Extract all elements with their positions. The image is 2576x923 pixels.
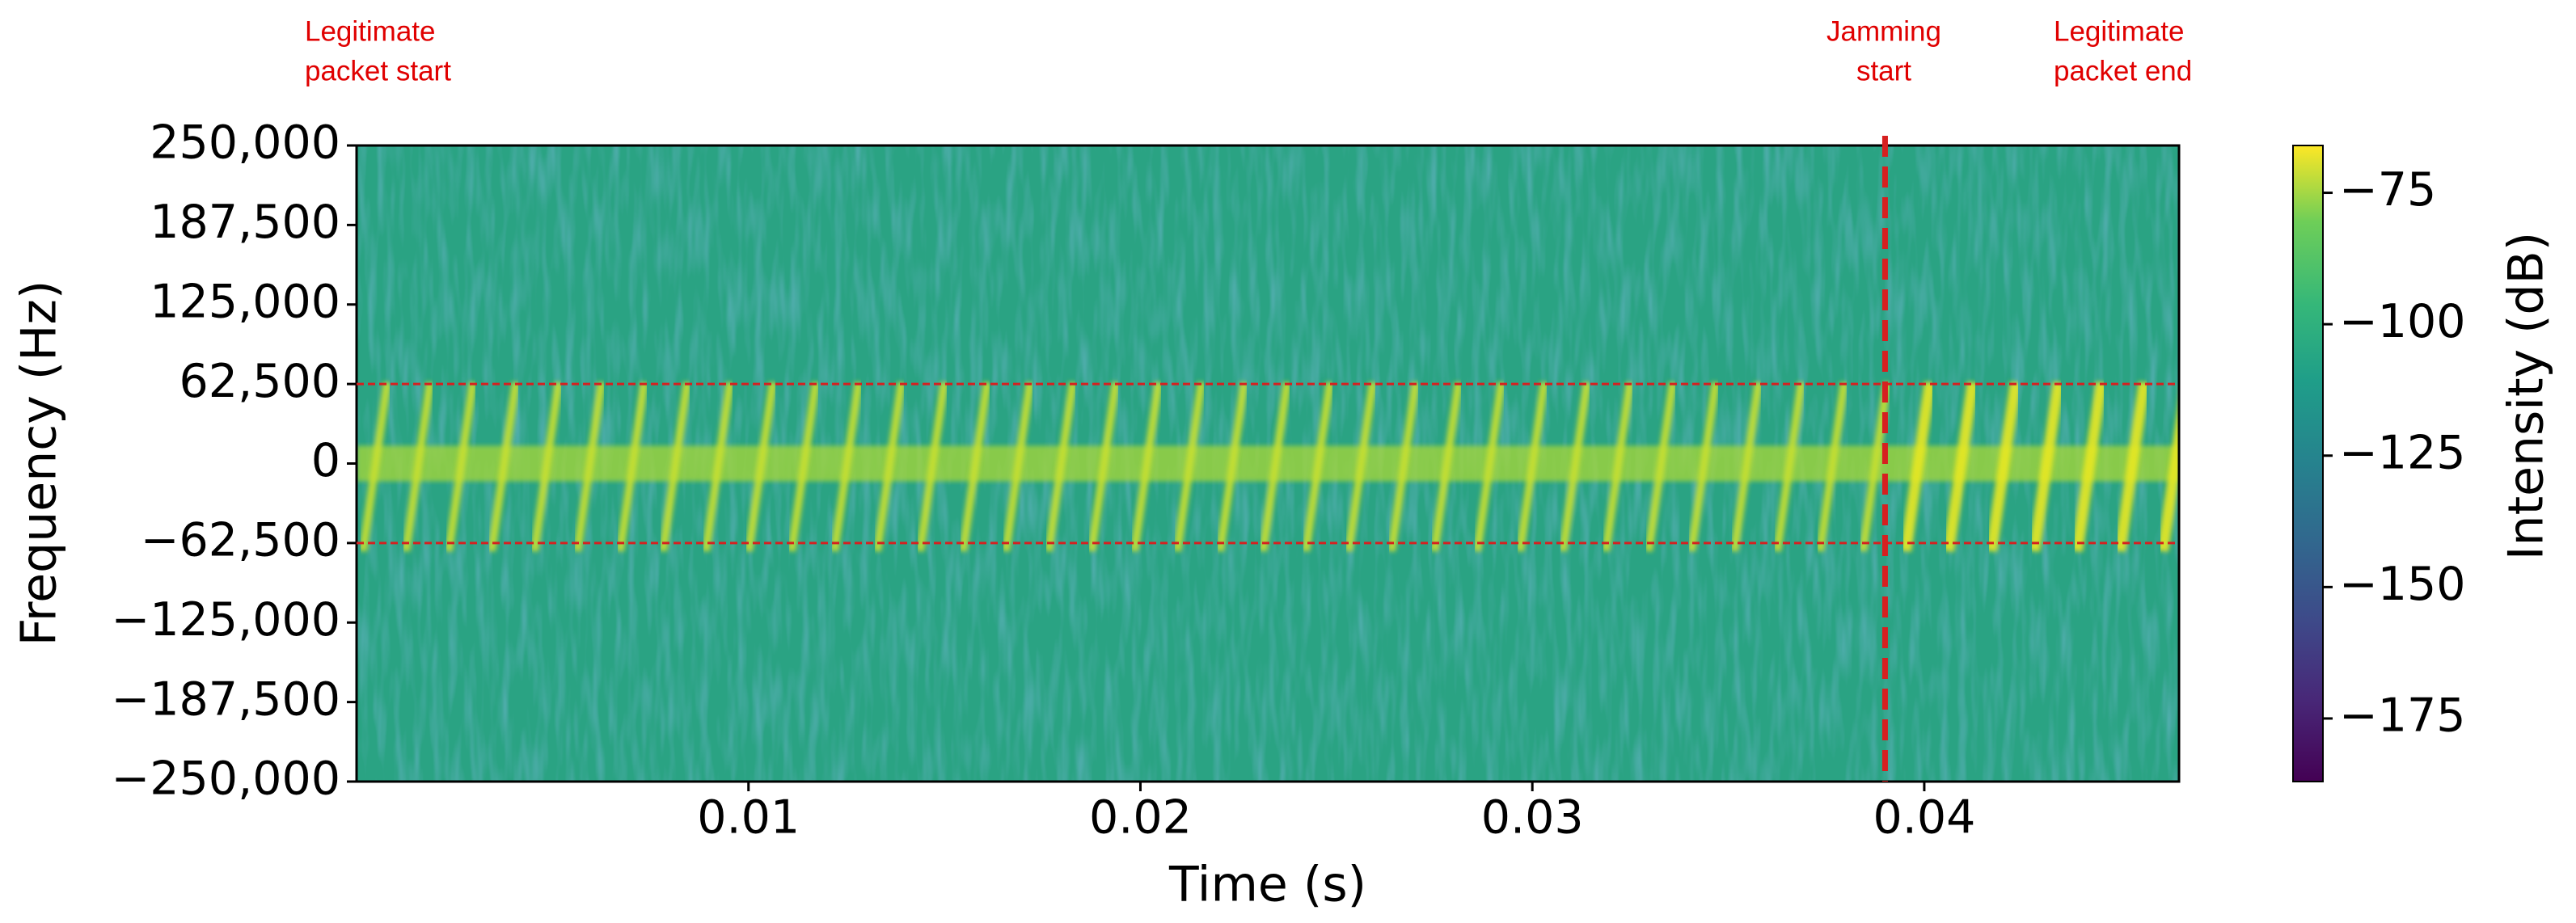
chirp xyxy=(873,381,906,552)
colorbar-tick-label: −100 xyxy=(2339,295,2466,348)
chirp xyxy=(1986,381,2021,552)
y-tick-label: −187,500 xyxy=(112,672,340,726)
chirp xyxy=(1045,381,1077,552)
chirp xyxy=(916,381,948,552)
chirp xyxy=(2114,381,2150,552)
y-tick-label: −62,500 xyxy=(141,514,340,567)
chirp xyxy=(1900,381,1936,552)
chirp xyxy=(1816,381,1848,552)
chirp xyxy=(745,381,777,552)
chirp xyxy=(830,381,863,552)
chirp xyxy=(1516,381,1548,552)
chirp xyxy=(1473,381,1505,552)
chirp xyxy=(1387,381,1420,552)
x-tick-label: 0.04 xyxy=(1873,791,1975,845)
y-tick-label: 187,500 xyxy=(150,196,340,249)
chirp xyxy=(1087,381,1120,552)
y-tick-label: 125,000 xyxy=(150,275,340,328)
chirp xyxy=(1259,381,1291,552)
colorbar-tick-label: −150 xyxy=(2339,558,2466,611)
chirp xyxy=(2071,381,2107,552)
y-tick-label: 62,500 xyxy=(179,355,340,408)
annotation: Jamming xyxy=(1826,15,1941,47)
annotation: Legitimate xyxy=(305,15,435,47)
chirp xyxy=(659,381,691,552)
chirp xyxy=(1130,381,1163,552)
chirp xyxy=(616,381,648,552)
y-axis-label: Frequency (Hz) xyxy=(11,280,68,646)
colorbar xyxy=(2292,145,2324,782)
colorbar-label: Intensity (dB) xyxy=(2498,232,2555,560)
chirp xyxy=(2157,398,2179,552)
chirp xyxy=(1687,381,1720,552)
chirp xyxy=(1859,381,1891,552)
y-tick-label: 0 xyxy=(311,434,340,487)
chirp xyxy=(1943,381,1978,552)
chirp xyxy=(530,381,563,552)
chirp xyxy=(1216,381,1248,552)
chirp xyxy=(2029,381,2064,552)
chirp xyxy=(788,381,820,552)
y-tick-label: −250,000 xyxy=(112,752,340,806)
chirp xyxy=(1559,381,1591,552)
colorbar-tick-label: −75 xyxy=(2339,163,2436,217)
x-tick-label: 0.01 xyxy=(697,791,800,845)
chirp xyxy=(1730,381,1763,552)
spectrogram xyxy=(357,145,2179,782)
annotation: packet end xyxy=(2054,55,2192,86)
chirp xyxy=(1302,381,1334,552)
chirp xyxy=(1773,381,1805,552)
chirp xyxy=(445,381,477,552)
y-tick-label: −125,000 xyxy=(112,593,340,647)
annotation: Legitimate xyxy=(2054,15,2184,47)
chirp xyxy=(1602,381,1634,552)
y-tick-label: 250,000 xyxy=(150,116,340,170)
chirp xyxy=(1645,381,1677,552)
colorbar-tick-label: −175 xyxy=(2339,689,2466,743)
chirp xyxy=(488,381,520,552)
chirp xyxy=(573,381,606,552)
x-tick-label: 0.03 xyxy=(1481,791,1584,845)
annotation: start xyxy=(1856,55,1911,86)
x-tick-label: 0.02 xyxy=(1089,791,1192,845)
chirp xyxy=(1345,381,1377,552)
chirp xyxy=(1002,381,1034,552)
colorbar-tick-label: −125 xyxy=(2339,426,2466,479)
chirp xyxy=(702,381,734,552)
chirp xyxy=(959,381,991,552)
annotation: packet start xyxy=(305,55,451,86)
chirp xyxy=(402,381,434,552)
x-axis-label: Time (s) xyxy=(1168,857,1366,913)
chirp xyxy=(1430,381,1463,552)
chirp xyxy=(1173,381,1206,552)
chirp xyxy=(359,381,391,552)
